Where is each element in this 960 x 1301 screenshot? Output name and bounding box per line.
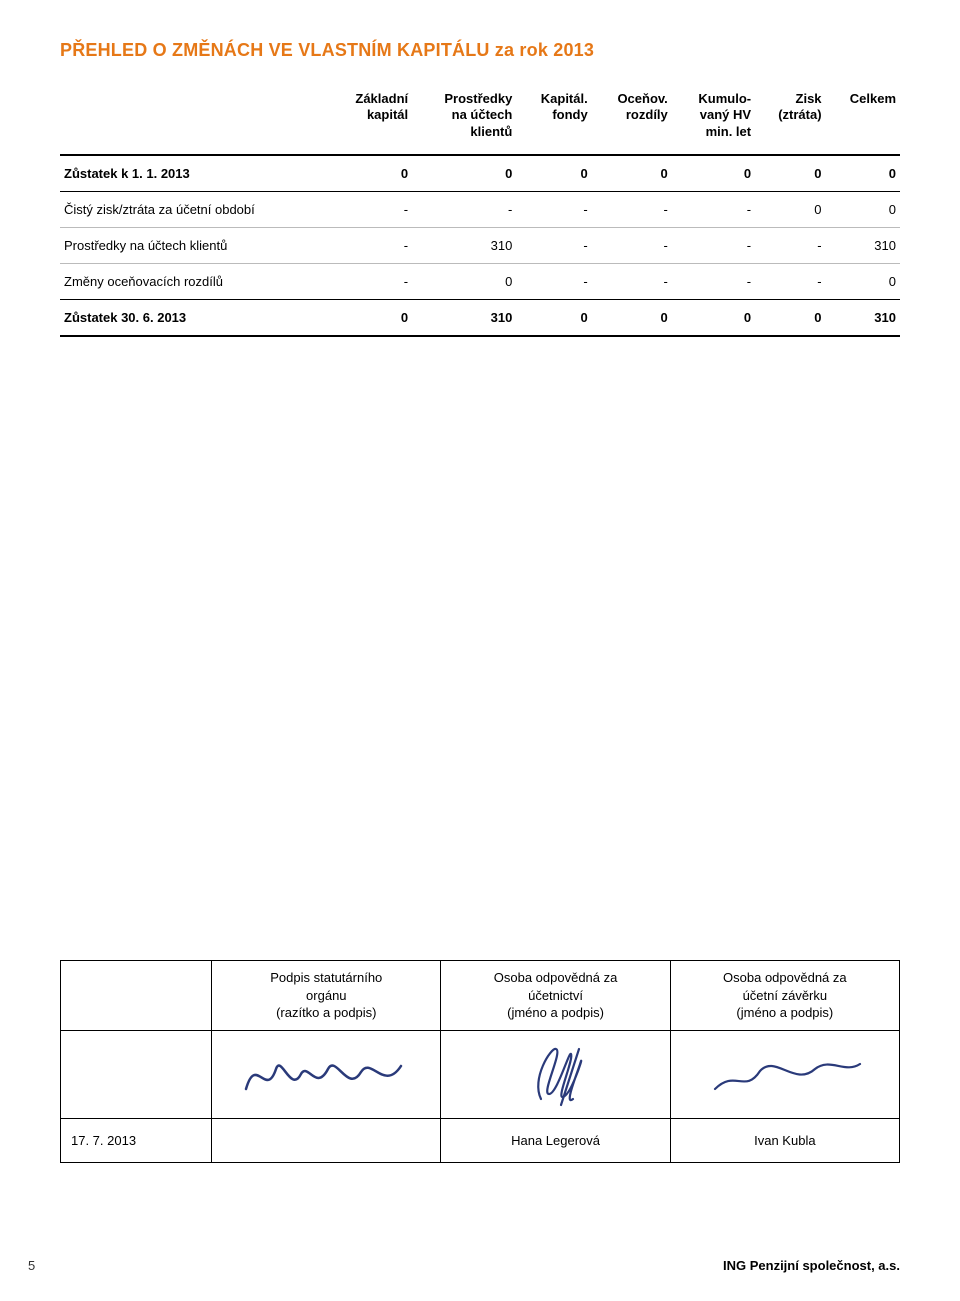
col-2: Prostředkyna účtechklientů (412, 85, 516, 155)
cell: 0 (755, 155, 825, 192)
col-1: Základníkapitál (329, 85, 412, 155)
signature-name-2: Hana Legerová (441, 1118, 670, 1162)
cell: - (592, 227, 672, 263)
cell: 0 (516, 155, 591, 192)
col-4: Oceňov.rozdíly (592, 85, 672, 155)
cell: 310 (826, 227, 900, 263)
cell: - (412, 191, 516, 227)
cell: - (329, 191, 412, 227)
cell: - (755, 263, 825, 299)
table-row: Prostředky na účtech klientů - 310 - - -… (60, 227, 900, 263)
table-row: Čistý zisk/ztráta za účetní období - - -… (60, 191, 900, 227)
sig-col3-label: Osoba odpovědná za účetní závěrku (jméno… (670, 961, 899, 1031)
sig-empty (212, 1118, 441, 1162)
row-label: Čistý zisk/ztráta za účetní období (60, 191, 329, 227)
cell: - (516, 263, 591, 299)
cell: - (672, 191, 755, 227)
signature-labels-row: Podpis statutárního orgánu (razítko a po… (61, 961, 900, 1031)
cell: - (755, 227, 825, 263)
cell: - (329, 263, 412, 299)
cell: - (329, 227, 412, 263)
signature-icon (441, 1030, 670, 1118)
sig-empty (61, 961, 212, 1031)
signature-icon (670, 1030, 899, 1118)
cell: 0 (826, 191, 900, 227)
cell: 310 (826, 299, 900, 336)
sig-empty (61, 1030, 212, 1118)
cell: 0 (329, 299, 412, 336)
cell: 0 (755, 191, 825, 227)
company-name: ING Penzijní společnost, a.s. (60, 1258, 900, 1273)
signature-icon (212, 1030, 441, 1118)
cell: 0 (672, 299, 755, 336)
signature-names-row: 17. 7. 2013 Hana Legerová Ivan Kubla (61, 1118, 900, 1162)
cell: - (592, 263, 672, 299)
cell: 0 (826, 263, 900, 299)
cell: 0 (516, 299, 591, 336)
row-label: Zůstatek 30. 6. 2013 (60, 299, 329, 336)
cell: 310 (412, 227, 516, 263)
cell: 0 (329, 155, 412, 192)
row-label: Prostředky na účtech klientů (60, 227, 329, 263)
table-row: Změny oceňovacích rozdílů - 0 - - - - 0 (60, 263, 900, 299)
col-empty (60, 85, 329, 155)
cell: - (516, 227, 591, 263)
table-row: Zůstatek k 1. 1. 2013 0 0 0 0 0 0 0 (60, 155, 900, 192)
cell: - (592, 191, 672, 227)
cell: - (516, 191, 591, 227)
equity-changes-table: Základníkapitál Prostředkyna účtechklien… (60, 85, 900, 337)
signature-date: 17. 7. 2013 (61, 1118, 212, 1162)
col-7: Celkem (826, 85, 900, 155)
table-row: Zůstatek 30. 6. 2013 0 310 0 0 0 0 310 (60, 299, 900, 336)
signature-block: Podpis statutárního orgánu (razítko a po… (60, 960, 900, 1163)
col-3: Kapitál.fondy (516, 85, 591, 155)
row-label: Zůstatek k 1. 1. 2013 (60, 155, 329, 192)
col-5: Kumulo-vaný HVmin. let (672, 85, 755, 155)
signature-name-3: Ivan Kubla (670, 1118, 899, 1162)
signature-table: Podpis statutárního orgánu (razítko a po… (60, 960, 900, 1163)
sig-col2-label: Osoba odpovědná za účetnictví (jméno a p… (441, 961, 670, 1031)
cell: 0 (412, 263, 516, 299)
page-title: PŘEHLED O ZMĚNÁCH VE VLASTNÍM KAPITÁLU z… (60, 40, 900, 61)
cell: 310 (412, 299, 516, 336)
cell: 0 (755, 299, 825, 336)
footer: ING Penzijní společnost, a.s. (0, 1258, 960, 1273)
document-page: PŘEHLED O ZMĚNÁCH VE VLASTNÍM KAPITÁLU z… (0, 0, 960, 1301)
cell: 0 (412, 155, 516, 192)
signature-images-row (61, 1030, 900, 1118)
cell: - (672, 263, 755, 299)
sig-col1-label: Podpis statutárního orgánu (razítko a po… (212, 961, 441, 1031)
row-label: Změny oceňovacích rozdílů (60, 263, 329, 299)
cell: 0 (592, 155, 672, 192)
table-header-row: Základníkapitál Prostředkyna účtechklien… (60, 85, 900, 155)
cell: 0 (826, 155, 900, 192)
cell: - (672, 227, 755, 263)
cell: 0 (592, 299, 672, 336)
col-6: Zisk(ztráta) (755, 85, 825, 155)
cell: 0 (672, 155, 755, 192)
